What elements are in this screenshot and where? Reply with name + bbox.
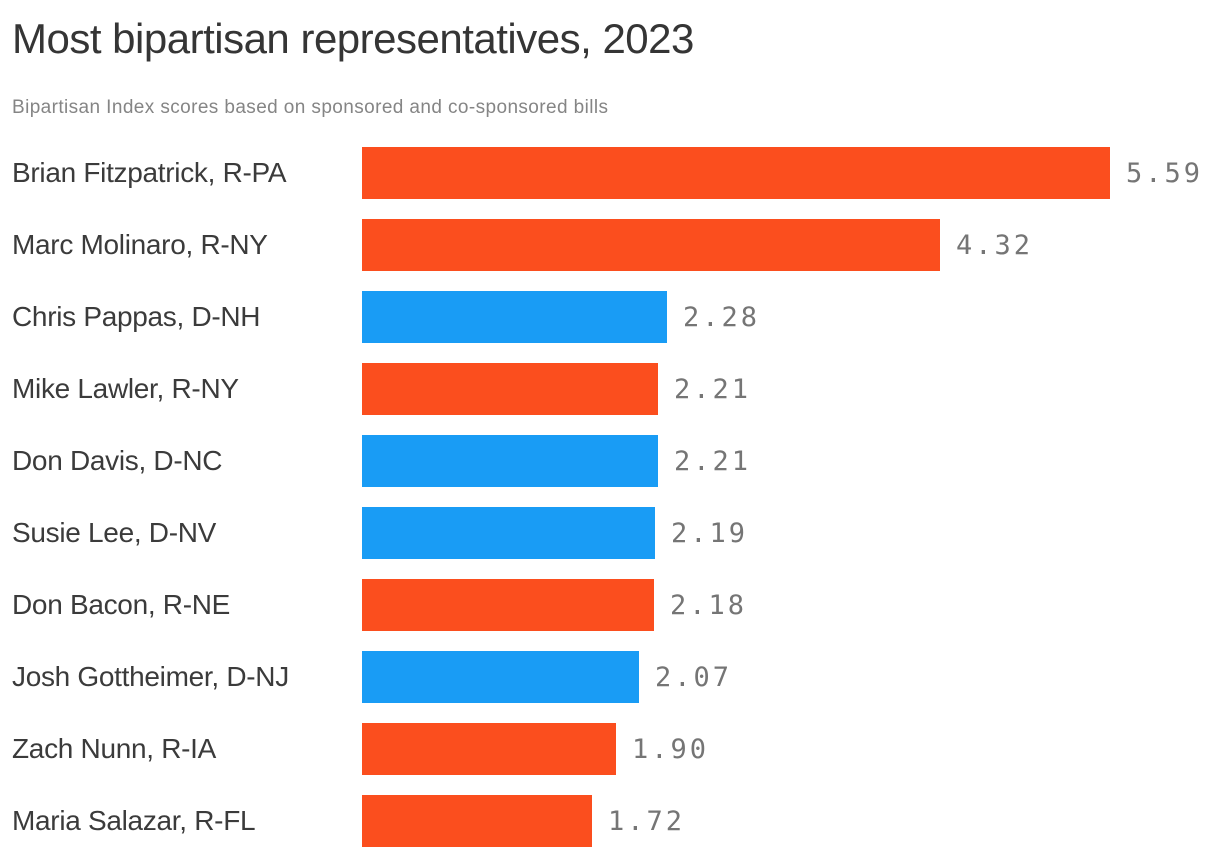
- bar: [362, 507, 655, 560]
- bar-row: Chris Pappas, D-NH 2.28: [0, 291, 1220, 344]
- bar-row: Don Bacon, R-NE 2.18: [0, 579, 1220, 632]
- bar: [362, 651, 639, 704]
- bar-value: 1.72: [608, 805, 686, 837]
- chart-subtitle: Bipartisan Index scores based on sponsor…: [12, 97, 609, 119]
- bar-value: 2.28: [683, 301, 761, 333]
- bar: [362, 363, 658, 416]
- bar-row: Maria Salazar, R-FL 1.72: [0, 795, 1220, 848]
- bar-value: 5.59: [1126, 157, 1204, 189]
- chart-title: Most bipartisan representatives, 2023: [12, 15, 694, 62]
- bar-label: Brian Fitzpatrick, R-PA: [12, 157, 287, 189]
- bar: [362, 795, 592, 848]
- bar-row: Marc Molinaro, R-NY 4.32: [0, 219, 1220, 272]
- bar-value: 2.21: [674, 373, 752, 405]
- bar-label: Don Bacon, R-NE: [12, 589, 231, 621]
- bar: [362, 219, 940, 272]
- chart-header: Most bipartisan representatives, 2023 Bi…: [0, 0, 1220, 120]
- bar: [362, 435, 658, 488]
- bar-label: Marc Molinaro, R-NY: [12, 229, 268, 261]
- bar-label: Susie Lee, D-NV: [12, 517, 217, 549]
- bar-value: 1.90: [632, 733, 710, 765]
- bar-value: 2.18: [670, 589, 748, 621]
- bar-row: Susie Lee, D-NV 2.19: [0, 507, 1220, 560]
- bar-row: Zach Nunn, R-IA 1.90: [0, 723, 1220, 776]
- bar: [362, 723, 616, 776]
- bar-value: 4.32: [956, 229, 1034, 261]
- bar-label: Josh Gottheimer, D-NJ: [12, 661, 289, 693]
- bar-label: Mike Lawler, R-NY: [12, 373, 239, 405]
- bar-value: 2.07: [655, 661, 733, 693]
- bar-chart: Brian Fitzpatrick, R-PA 5.59 Marc Molina…: [0, 147, 1220, 848]
- bar-label: Zach Nunn, R-IA: [12, 733, 217, 765]
- bar: [362, 291, 667, 344]
- bar-value: 2.21: [674, 445, 752, 477]
- bar-label: Chris Pappas, D-NH: [12, 301, 261, 333]
- bar-label: Don Davis, D-NC: [12, 445, 223, 477]
- bar: [362, 579, 654, 632]
- bar-row: Don Davis, D-NC 2.21: [0, 435, 1220, 488]
- bar-value: 2.19: [671, 517, 749, 549]
- bar: [362, 147, 1110, 200]
- bar-row: Josh Gottheimer, D-NJ 2.07: [0, 651, 1220, 704]
- bar-label: Maria Salazar, R-FL: [12, 805, 256, 837]
- bar-row: Brian Fitzpatrick, R-PA 5.59: [0, 147, 1220, 200]
- bar-row: Mike Lawler, R-NY 2.21: [0, 363, 1220, 416]
